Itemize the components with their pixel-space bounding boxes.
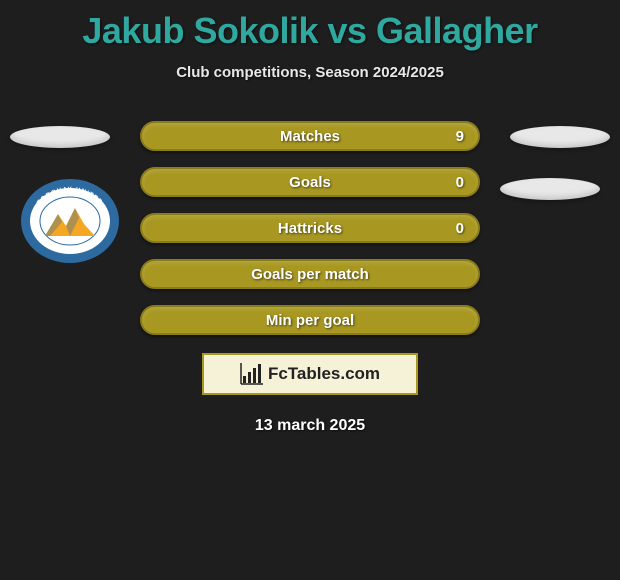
player-left-photo-placeholder [10,126,110,148]
stat-row-hattricks: Hattricks 0 [140,213,480,243]
page-date: 13 march 2025 [0,417,620,435]
stat-label: Goals per match [251,266,369,283]
club-right-crest-placeholder [500,178,600,200]
stat-value: 0 [456,174,464,191]
page-title: Jakub Sokolik vs Gallagher [0,0,620,52]
stat-value: 0 [456,220,464,237]
bar-chart-icon [240,362,264,386]
club-left-crest: TORQUAY UNITED FOOTBALL CLUB ★ ★ [20,178,120,264]
torquay-crest-icon: TORQUAY UNITED FOOTBALL CLUB ★ ★ [20,178,120,264]
svg-text:★: ★ [31,218,37,226]
footer-brand-text: FcTables.com [268,364,380,384]
stat-row-goals: Goals 0 [140,167,480,197]
footer-brand-link[interactable]: FcTables.com [202,353,418,395]
stat-row-matches: Matches 9 [140,121,480,151]
stat-label: Hattricks [278,220,342,237]
svg-text:★: ★ [103,218,109,226]
stat-label: Matches [280,128,340,145]
stat-label: Goals [289,174,331,191]
stat-value: 9 [456,128,464,145]
player-right-photo-placeholder [510,126,610,148]
stat-row-min-per-goal: Min per goal [140,305,480,335]
stat-label: Min per goal [266,312,354,329]
page-subtitle: Club competitions, Season 2024/2025 [0,64,620,81]
stat-row-goals-per-match: Goals per match [140,259,480,289]
